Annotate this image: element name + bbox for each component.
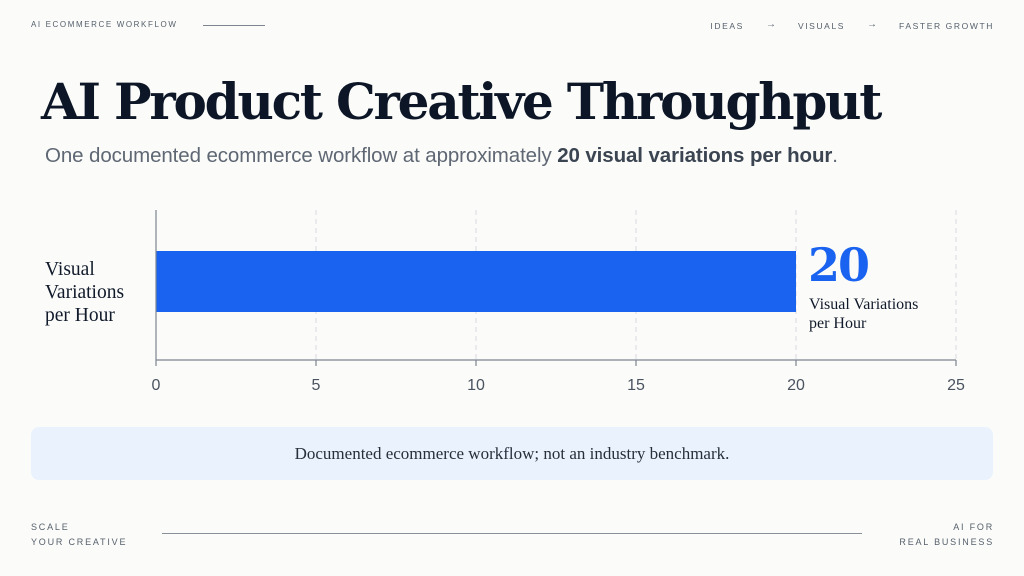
footer-left: SCALE YOUR CREATIVE [31, 520, 127, 550]
step-visuals: VISUALS [797, 21, 846, 31]
arrow-icon: → [765, 19, 776, 30]
step-ideas: IDEAS [710, 21, 744, 31]
unit-line: per Hour [809, 315, 867, 332]
x-tick-label: 20 [787, 377, 805, 394]
footer-left-line: SCALE [31, 522, 70, 532]
page-title: AI Product Creative Throughput [41, 72, 882, 131]
footer-rule [162, 533, 862, 534]
x-tick-label: 0 [152, 377, 161, 394]
unit-line: Visual Variations [809, 296, 919, 313]
kicker-rule [203, 25, 265, 26]
footer-right: AI FOR REAL BUSINESS [899, 520, 994, 550]
kicker: AI ECOMMERCE WORKFLOW [31, 20, 178, 29]
category-line: Variations [45, 282, 125, 303]
footer-left-line: YOUR CREATIVE [31, 537, 128, 547]
subtitle-suffix: . [832, 144, 838, 167]
footer-right-line: AI FOR [953, 522, 994, 532]
step-faster-growth: FASTER GROWTH [899, 21, 994, 31]
x-tick-label: 25 [947, 377, 965, 394]
subtitle-prefix: One documented ecommerce workflow at app… [45, 144, 558, 167]
category-line: Visual [45, 259, 95, 280]
x-tick-label: 5 [312, 377, 321, 394]
arrow-icon: → [867, 19, 878, 30]
disclaimer-note: Documented ecommerce workflow; not an in… [31, 427, 993, 480]
category-line: per Hour [45, 305, 115, 326]
footer-right-line: REAL BUSINESS [899, 537, 994, 547]
subtitle-emphasis: 20 visual variations per hour [557, 144, 833, 167]
page-subtitle: One documented ecommerce workflow at app… [45, 144, 838, 168]
bar-value-label: 20 [808, 238, 870, 292]
bar-chart: 0 5 10 15 20 25 [152, 210, 965, 394]
workflow-steps: IDEAS → VISUALS → FASTER GROWTH [710, 19, 994, 31]
bar [156, 251, 796, 312]
bar-category-label: Visual Variations per Hour [45, 258, 124, 327]
x-tick-label: 10 [467, 377, 485, 394]
bar-value-unit: Visual Variations per Hour [809, 295, 918, 333]
x-tick-label: 15 [627, 377, 645, 394]
